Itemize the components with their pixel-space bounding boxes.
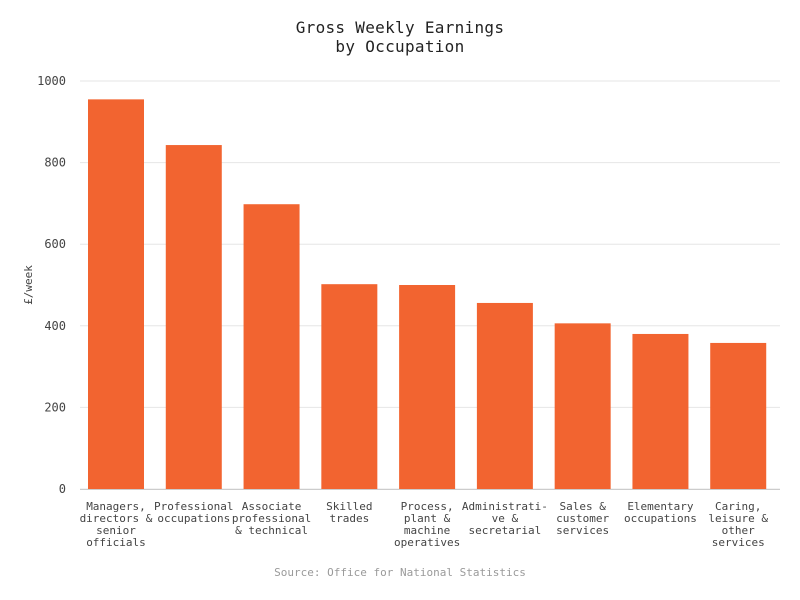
x-category-label-line: directors & [80, 512, 153, 525]
x-category-label: Professional occupations [154, 500, 233, 525]
y-tick-label: 400 [44, 319, 66, 333]
x-category-label-line: Professional [154, 500, 233, 513]
x-category-label-line: senior [96, 524, 136, 537]
y-tick-label: 0 [59, 482, 66, 496]
x-category-label-line: Associate [242, 500, 302, 513]
x-category-label-line: services [556, 524, 609, 537]
y-axis-title: £/week [22, 265, 35, 305]
x-category-label-line: Caring, [715, 500, 761, 513]
y-tick-label: 800 [44, 156, 66, 170]
y-tick-label: 200 [44, 400, 66, 414]
x-category-label-line: Managers, [86, 500, 146, 513]
x-category-label-line: professional [232, 512, 311, 525]
x-category-label: Managers, directors & senior officials [80, 500, 153, 549]
x-category-label-line: Sales & [559, 500, 606, 513]
x-category-label-line: customer [556, 512, 609, 525]
bar [554, 323, 611, 489]
source-note: Source: Office for National Statistics [274, 566, 526, 579]
x-category-label: Process, plant & machine operatives [394, 500, 460, 549]
y-tick-label: 1000 [37, 74, 66, 88]
x-category-label: Administrati-ve & secretarial [462, 500, 548, 537]
x-category-label-line: occupations [624, 512, 697, 525]
bar [165, 145, 222, 489]
x-category-label-line: plant & [404, 512, 451, 525]
x-category-label-line: Process, [401, 500, 454, 513]
bar [243, 204, 300, 489]
x-category-label-line: leisure & [708, 512, 768, 525]
x-category-label: Caring, leisure & other services [708, 500, 768, 549]
x-category-label-line: other [722, 524, 755, 537]
bar [88, 99, 144, 490]
bars [88, 99, 767, 490]
bar [476, 302, 533, 489]
bar [321, 284, 378, 489]
x-category-label-line: ve & [492, 512, 519, 525]
x-category-label-line: Elementary [627, 500, 694, 513]
x-category-label-line: services [712, 536, 765, 549]
x-category-label-line: secretarial [468, 524, 541, 537]
chart-title: Gross Weekly Earnings by Occupation [0, 18, 800, 56]
x-category-label-line: Skilled [326, 500, 372, 513]
x-category-label-line: Administrati- [462, 500, 548, 513]
x-category-label: Associate professional & technical [232, 500, 311, 537]
y-axis: 0 200 400 600 800 1000 [37, 74, 780, 496]
x-category-label-line: trades [329, 512, 369, 525]
x-axis-category-labels: Managers, directors & senior officialsProfe… [80, 500, 769, 549]
x-category-label-line: & technical [235, 524, 308, 537]
bar [399, 285, 456, 489]
chart-title-line-1: Gross Weekly Earnings [295, 18, 505, 37]
chart-title-line-2: by Occupation [335, 37, 465, 56]
x-category-label: Sales & customer services [556, 500, 609, 537]
bar [632, 333, 689, 489]
x-category-label-line: operatives [394, 536, 460, 549]
x-category-label: Skilled trades [326, 500, 372, 525]
x-category-label: Elementary occupations [624, 500, 697, 525]
x-category-label-line: machine [404, 524, 450, 537]
x-category-label-line: officials [86, 536, 146, 549]
y-tick-label: 600 [44, 237, 66, 251]
bar [710, 342, 767, 489]
x-category-label-line: occupations [157, 512, 230, 525]
